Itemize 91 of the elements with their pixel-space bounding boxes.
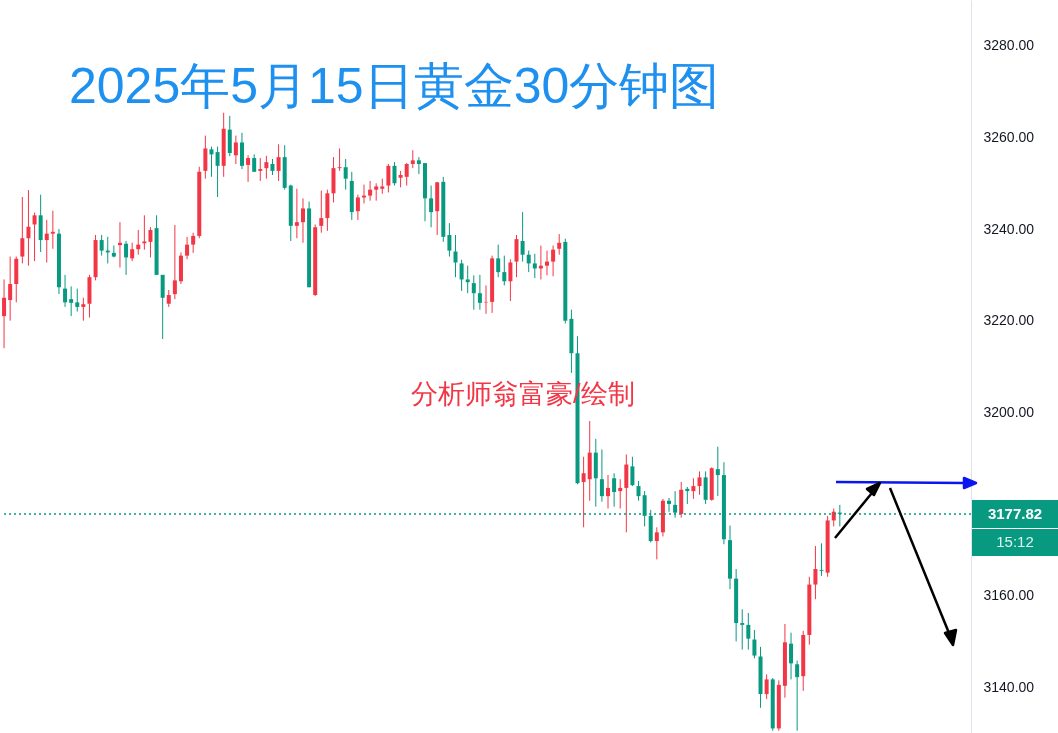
y-tick-label: 3160.00	[983, 587, 1035, 604]
candlestick	[636, 480, 641, 502]
candlestick	[233, 135, 238, 165]
annotation: 分析师翁富豪/绘制	[411, 379, 635, 409]
candlestick	[691, 477, 696, 500]
candlestick	[618, 478, 623, 510]
candlestick	[368, 180, 373, 202]
candlestick	[44, 219, 49, 264]
candlestick	[465, 265, 470, 294]
candlestick	[514, 234, 519, 278]
candlestick	[264, 155, 269, 180]
candlestick	[740, 608, 745, 651]
candlestick	[191, 232, 196, 254]
text: 15:12	[996, 532, 1034, 550]
candlestick	[69, 285, 74, 317]
candlestick	[239, 132, 244, 170]
candlestick	[795, 660, 800, 732]
candlestick	[172, 224, 177, 300]
candlestick	[703, 470, 708, 505]
candlestick	[764, 673, 769, 700]
candlestick	[526, 250, 531, 273]
candlestick	[459, 259, 464, 292]
candlestick	[624, 453, 629, 533]
candlestick	[111, 245, 116, 258]
candlestick	[453, 234, 458, 278]
candlestick	[599, 448, 604, 503]
candlestick	[294, 188, 299, 239]
y-tick-label: 3260.00	[983, 128, 1035, 145]
candlestick	[124, 240, 129, 276]
candlestick	[386, 163, 391, 193]
candlestick	[581, 456, 586, 528]
y-tick-label: 3140.00	[983, 678, 1035, 695]
candlestick	[319, 190, 324, 234]
candlestick	[477, 274, 482, 311]
candlestick	[746, 612, 751, 651]
candlestick	[606, 474, 611, 510]
y-tick-label: 3200.00	[983, 403, 1035, 420]
candlestick	[130, 242, 135, 262]
candlestick	[715, 446, 720, 497]
candlestick	[789, 632, 794, 680]
y-tick-label: 3220.00	[983, 312, 1035, 329]
candlestick	[355, 194, 360, 221]
candlestick	[447, 222, 452, 258]
candlestick	[429, 185, 434, 228]
candlestick	[50, 210, 55, 250]
candlestick	[63, 274, 68, 308]
candlestick	[416, 156, 421, 175]
candlestick	[612, 472, 617, 508]
candlestick	[496, 244, 501, 278]
candlestick	[752, 629, 757, 659]
candlestick	[142, 214, 147, 251]
candlestick	[557, 233, 562, 256]
candlestick	[215, 146, 220, 198]
candlestick	[545, 250, 550, 276]
candlestick	[32, 212, 37, 262]
candlestick	[246, 154, 251, 183]
text: 2025年5月15日黄金30分钟图	[69, 58, 720, 114]
candlestick	[160, 274, 165, 340]
candlestick	[551, 245, 556, 277]
candlestick	[520, 211, 525, 263]
candlestick	[654, 526, 659, 560]
candlestick	[26, 189, 31, 267]
candlestick	[404, 162, 409, 187]
candlestick	[819, 542, 824, 577]
candlestick	[630, 456, 635, 487]
candlestick	[337, 147, 342, 172]
y-tick-label: 3280.00	[983, 37, 1035, 54]
candlestick	[185, 236, 190, 260]
candlestick	[20, 196, 25, 264]
candlestick	[502, 255, 507, 286]
candlestick	[392, 161, 397, 187]
candlestick	[813, 545, 818, 600]
candlestick	[343, 158, 348, 191]
candlestick	[276, 143, 281, 182]
y-tick-label: 3240.00	[983, 220, 1035, 237]
candlestick	[227, 115, 232, 157]
candlestick	[209, 146, 214, 178]
candlestick	[203, 135, 208, 180]
ref-line-label: 3177.82	[987, 504, 1043, 522]
candlestick	[300, 197, 305, 244]
candlestick	[99, 234, 104, 257]
candlestick	[471, 274, 476, 311]
candlestick	[532, 253, 537, 279]
candlestick	[2, 278, 7, 349]
candlestick	[508, 258, 513, 302]
candlestick	[81, 297, 86, 322]
candlestick	[697, 470, 702, 496]
candlestick	[258, 157, 263, 182]
candlestick	[148, 226, 153, 258]
candlestick	[8, 256, 13, 322]
candlestick	[75, 288, 80, 313]
